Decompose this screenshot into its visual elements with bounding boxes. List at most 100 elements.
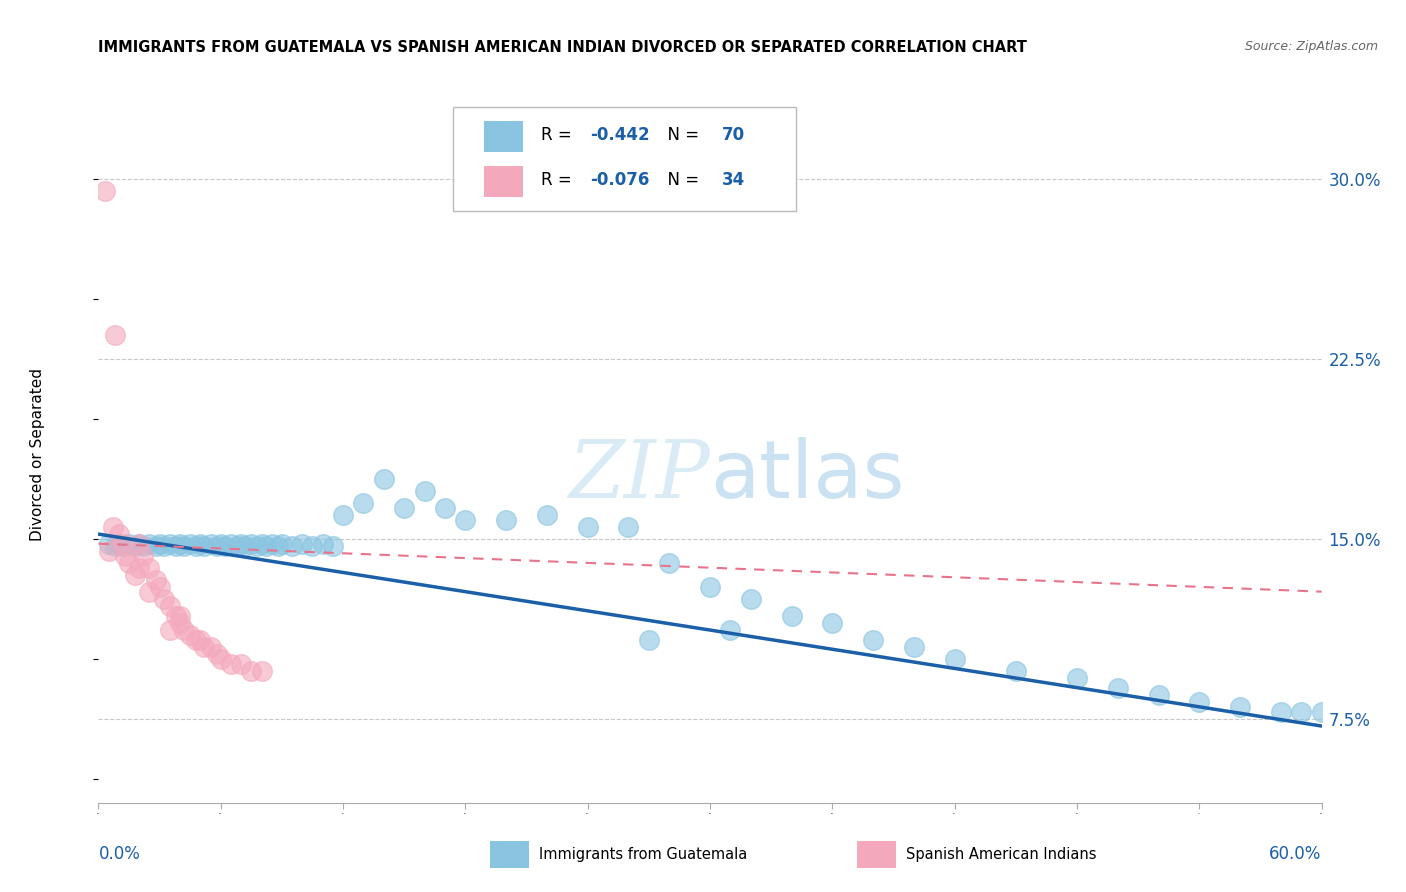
Point	[165, 539, 187, 553]
Text: 0.0%: 0.0%	[98, 845, 141, 863]
Point	[104, 539, 127, 553]
Point	[104, 328, 127, 343]
Point	[231, 657, 253, 671]
Point	[638, 632, 661, 647]
Text: -0.076: -0.076	[591, 171, 650, 189]
Point	[138, 584, 160, 599]
Point	[495, 513, 517, 527]
Point	[124, 567, 146, 582]
Point	[149, 580, 172, 594]
Point	[301, 539, 323, 553]
Point	[740, 591, 762, 606]
Point	[145, 573, 167, 587]
Point	[903, 640, 925, 654]
Point	[250, 537, 273, 551]
Point	[1004, 664, 1026, 678]
Point	[1147, 688, 1170, 702]
Point	[159, 623, 181, 637]
Point	[124, 539, 146, 553]
Point	[97, 544, 120, 558]
Text: Spanish American Indians: Spanish American Indians	[905, 847, 1097, 862]
Point	[111, 537, 134, 551]
Point	[138, 537, 160, 551]
Point	[246, 539, 269, 553]
Point	[536, 508, 558, 522]
Point	[179, 628, 201, 642]
Point	[169, 615, 191, 630]
Text: N =: N =	[658, 171, 704, 189]
Point	[93, 184, 115, 198]
FancyBboxPatch shape	[856, 841, 896, 868]
Point	[118, 537, 141, 551]
Point	[219, 537, 242, 551]
Point	[219, 657, 242, 671]
Point	[205, 539, 228, 553]
Point	[699, 580, 721, 594]
Point	[118, 556, 141, 570]
Text: 60.0%: 60.0%	[1270, 845, 1322, 863]
Point	[658, 556, 681, 570]
Point	[186, 539, 208, 553]
Point	[1066, 671, 1088, 685]
Point	[352, 496, 374, 510]
Point	[231, 537, 253, 551]
Point	[152, 591, 174, 606]
Point	[312, 537, 335, 551]
Point	[1291, 705, 1313, 719]
Point	[128, 560, 150, 574]
Text: Immigrants from Guatemala: Immigrants from Guatemala	[538, 847, 747, 862]
Point	[145, 539, 167, 553]
Point	[108, 537, 131, 551]
Point	[132, 549, 155, 563]
Text: Source: ZipAtlas.com: Source: ZipAtlas.com	[1244, 40, 1378, 54]
Point	[173, 539, 195, 553]
Point	[1270, 705, 1292, 719]
Point	[413, 483, 436, 498]
Point	[454, 513, 477, 527]
Point	[132, 539, 155, 553]
Point	[1310, 705, 1333, 719]
Point	[138, 560, 160, 574]
Point	[291, 537, 314, 551]
Point	[1107, 681, 1129, 695]
FancyBboxPatch shape	[489, 841, 529, 868]
Point	[322, 539, 344, 553]
FancyBboxPatch shape	[453, 107, 796, 211]
Point	[617, 520, 640, 534]
Point	[111, 539, 134, 553]
Point	[159, 537, 181, 551]
Point	[152, 539, 174, 553]
Point	[108, 527, 131, 541]
Point	[179, 537, 201, 551]
Point	[821, 615, 844, 630]
Point	[186, 632, 208, 647]
Point	[200, 537, 222, 551]
Point	[281, 539, 304, 553]
FancyBboxPatch shape	[484, 166, 523, 197]
Point	[169, 608, 191, 623]
Text: R =: R =	[541, 171, 578, 189]
Point	[173, 623, 195, 637]
Point	[240, 537, 263, 551]
Point	[226, 539, 249, 553]
Point	[332, 508, 354, 522]
Point	[193, 640, 215, 654]
Point	[233, 539, 256, 553]
Point	[576, 520, 599, 534]
Point	[720, 623, 742, 637]
Point	[200, 640, 222, 654]
Point	[434, 500, 457, 515]
Point	[250, 664, 273, 678]
Point	[1229, 699, 1251, 714]
Point	[188, 632, 212, 647]
Point	[165, 608, 187, 623]
Point	[188, 537, 212, 551]
Text: 34: 34	[723, 171, 745, 189]
Point	[169, 537, 191, 551]
Text: R =: R =	[541, 126, 578, 145]
Point	[260, 537, 283, 551]
Point	[193, 539, 215, 553]
Text: N =: N =	[658, 126, 704, 145]
FancyBboxPatch shape	[484, 120, 523, 152]
Point	[214, 539, 236, 553]
